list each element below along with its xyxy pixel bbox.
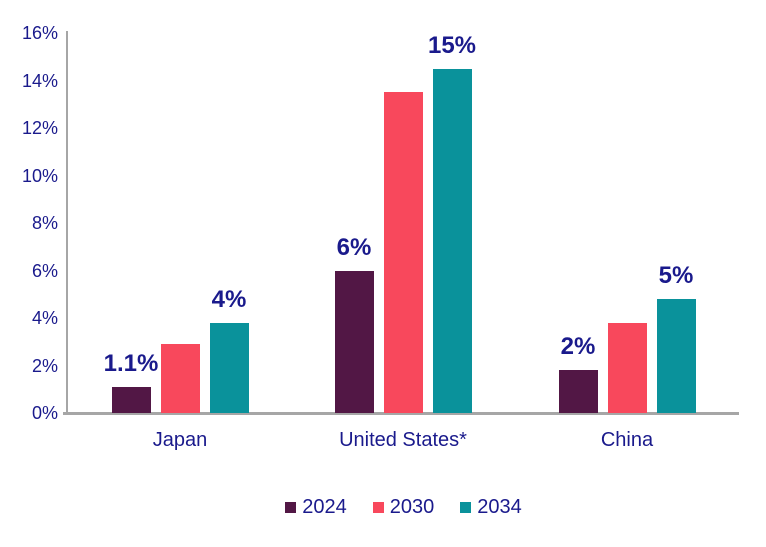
legend-swatch-2024 <box>285 501 297 513</box>
bar-united-states--2030 <box>383 92 423 413</box>
legend-label: 2030 <box>389 496 435 518</box>
x-axis-label-japan: Japan <box>152 429 208 451</box>
x-axis-label-united-states-: United States* <box>339 429 467 451</box>
bar-value-label: 1.1% <box>103 349 159 377</box>
y-axis-tick-label: 6% <box>31 260 58 281</box>
y-axis-tick-label: 4% <box>31 308 58 328</box>
y-axis-tick-label: 0% <box>31 403 58 423</box>
legend-item-2030: 2030 <box>372 496 435 518</box>
bar-value-label: 4% <box>211 285 247 313</box>
x-axis-line <box>63 412 739 415</box>
bar-united-states--2034 <box>432 68 472 413</box>
bar-japan-2034 <box>209 322 249 413</box>
y-axis-tick-label: 10% <box>21 165 58 186</box>
bar-japan-2024 <box>111 386 151 413</box>
bar-value-label: 2% <box>560 333 596 361</box>
legend-label: 2034 <box>477 496 522 518</box>
legend-item-2024: 2024 <box>285 497 347 517</box>
y-axis-tick-label: 8% <box>31 213 58 233</box>
y-axis-tick-label: 12% <box>21 118 58 138</box>
bar-china-2034 <box>656 299 696 413</box>
legend-swatch-2030 <box>372 501 384 513</box>
y-axis-tick-label: 16% <box>21 23 58 43</box>
y-axis-line <box>66 31 68 414</box>
bar-value-label: 5% <box>658 262 694 289</box>
bar-china-2030 <box>607 322 647 413</box>
legend-label: 2024 <box>302 496 347 518</box>
legend-item-2034: 2034 <box>460 497 522 517</box>
bar-united-states--2024 <box>334 270 374 413</box>
chart-legend: 2024 2030 2034 <box>68 497 739 517</box>
bar-value-label: 6% <box>336 233 372 261</box>
x-axis-label-china: China <box>600 429 654 451</box>
bar-china-2024 <box>558 370 598 413</box>
bar-value-label: 15% <box>427 31 477 59</box>
y-axis-tick-label: 2% <box>31 355 58 376</box>
legend-swatch-2034 <box>460 501 472 513</box>
y-axis-tick-label: 14% <box>21 70 58 91</box>
bar-japan-2030 <box>160 344 200 413</box>
